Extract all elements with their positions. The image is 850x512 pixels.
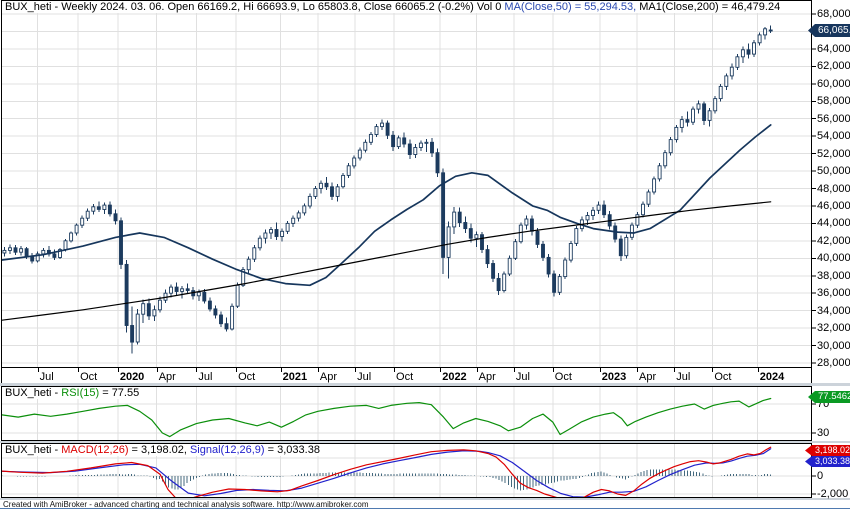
rsi-indicator-name: RSI(15) <box>61 387 100 399</box>
time-axis-label: Apr <box>319 371 338 383</box>
time-axis-label: 2022 <box>442 371 467 383</box>
time-axis-label: Jul <box>357 371 372 383</box>
signal-indicator-name: Signal(12,26,9) <box>189 444 265 456</box>
window-bottom-edge <box>0 508 850 509</box>
main-price-chart[interactable] <box>0 0 850 368</box>
main-chart-title: BUX_heti - Weekly 2024. 03. 06. Open 661… <box>3 1 783 13</box>
time-axis-tick <box>476 368 478 372</box>
panel-divider <box>0 498 850 500</box>
macd-indicator-name: MACD(12,26) <box>61 444 129 456</box>
price-badge: 66,065.2 <box>808 24 850 37</box>
footer-credit: Created with AmiBroker - advanced charti… <box>3 500 369 509</box>
macd-badge: 3,198.02 <box>805 445 850 456</box>
time-axis-label: 2023 <box>601 371 627 383</box>
time-axis-label: Apr <box>478 371 496 383</box>
time-axis-label: Jul <box>39 371 54 383</box>
time-axis-label: 2020 <box>119 371 145 383</box>
signal-value: = 3,033.38 <box>264 444 320 456</box>
macd-value: = 3,198.02, <box>128 444 190 456</box>
rsi-value: = 77.55 <box>99 387 140 399</box>
time-axis-tick <box>355 368 357 372</box>
ma50-legend: MA(Close,50) = 55,294.53, <box>504 1 637 13</box>
panel-divider <box>0 441 850 443</box>
time-axis-label: Oct <box>554 371 572 383</box>
time-axis-label: Jul <box>198 371 213 383</box>
time-axis-tick <box>552 368 554 372</box>
rsi-symbol: BUX_heti - <box>5 387 62 399</box>
time-axis-tick <box>394 368 396 372</box>
time-axis-tick <box>513 368 515 372</box>
time-axis-tick <box>280 368 282 372</box>
time-axis-tick <box>37 368 39 372</box>
time-axis-label: 2024 <box>759 371 785 383</box>
time-axis-tick <box>117 368 119 372</box>
time-axis-tick <box>78 368 80 372</box>
time-axis[interactable]: Jul Oct 2020 Apr Jul Oct 2021 Apr Jul Oct 2022 Apr J… <box>0 368 850 383</box>
time-axis-tick <box>757 368 759 372</box>
time-axis-label: Oct <box>238 371 256 383</box>
time-axis-tick <box>674 368 676 372</box>
time-axis-tick <box>317 368 319 372</box>
time-axis-label: Oct <box>80 371 98 383</box>
panel-divider <box>0 383 850 386</box>
macd-chart[interactable] <box>0 443 850 498</box>
frame-right-strip <box>811 368 812 383</box>
time-axis-label: Jul <box>515 371 530 383</box>
time-axis-label: 2021 <box>282 371 308 383</box>
time-axis-label: Oct <box>714 371 732 383</box>
time-axis-tick <box>156 368 158 372</box>
time-axis-tick <box>712 368 714 372</box>
time-axis-label: Apr <box>639 371 657 383</box>
macd-title: BUX_heti - MACD(12,26) = 3,198.02, Signa… <box>3 444 322 456</box>
ma200-legend: MA1(Close,200) = 46,479.24 <box>636 1 781 13</box>
time-axis-tick <box>440 368 442 372</box>
time-axis-tick <box>196 368 198 372</box>
frame-left-strip <box>1 368 2 383</box>
rsi-badge: 77.5462 <box>808 391 850 403</box>
time-axis-label: Jul <box>676 371 691 383</box>
rsi-title: BUX_heti - RSI(15) = 77.55 <box>3 387 142 399</box>
time-axis-tick <box>637 368 639 372</box>
time-axis-tick <box>599 368 601 372</box>
ohlc-readout: BUX_heti - Weekly 2024. 03. 06. Open 661… <box>5 1 505 13</box>
time-axis-label: Apr <box>158 371 176 383</box>
rsi-chart[interactable] <box>0 386 850 441</box>
time-axis-tick <box>236 368 238 372</box>
signal-badge: 3,033.38 <box>805 456 850 467</box>
time-axis-label: Oct <box>396 371 414 383</box>
macd-symbol: BUX_heti - <box>5 444 62 456</box>
